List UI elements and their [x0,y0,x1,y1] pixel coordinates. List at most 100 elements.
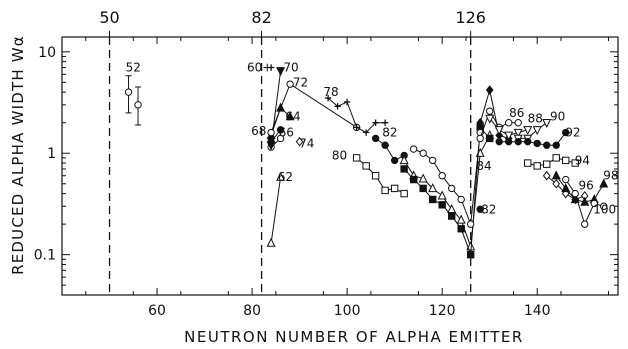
data-point-marker [428,183,438,193]
y-tick-label: 1 [47,146,56,162]
data-point-marker [494,126,504,136]
data-point-marker [514,119,522,127]
data-point-marker [561,188,570,199]
data-point-marker [543,160,551,168]
data-point-marker [372,119,379,126]
series-line [479,89,509,139]
series-line [270,177,282,244]
data-point-marker [267,64,275,71]
data-point-marker [381,141,389,149]
data-point-marker [514,137,522,146]
series-annotation: 70 [283,61,298,75]
data-point-marker [276,126,285,134]
series-group [352,154,408,198]
series-group [485,114,533,141]
series-annotation: 98 [603,169,618,183]
series-group [266,171,286,247]
data-point-marker [552,141,560,149]
data-point-marker [581,220,589,228]
magic-number-label: 126 [455,8,486,27]
data-point-marker [343,98,351,106]
data-point-marker [400,189,408,198]
data-point-marker [590,199,598,208]
series-annotation: 94 [575,153,590,167]
y-tick-label: 0.1 [34,248,56,264]
x-tick-label: 100 [334,303,361,319]
data-point-marker [428,156,437,165]
data-point-marker [466,250,475,259]
data-point-marker [513,128,523,138]
data-point-marker [324,94,332,102]
data-point-marker [266,237,276,247]
data-point-marker [562,156,570,165]
x-tick-label: 140 [524,303,551,319]
series-group [562,175,608,228]
data-point-marker [599,178,609,188]
x-axis-label: NEUTRON NUMBER OF ALPHA EMITTER [184,328,524,346]
data-point-marker [561,183,571,193]
data-point-marker [353,124,360,131]
series-annotation: 90 [550,110,565,124]
data-point-marker [485,107,494,115]
series-line [403,135,491,247]
data-point-marker [485,114,495,124]
data-point-marker [571,159,579,167]
x-tick-label: 80 [243,303,261,319]
series-group [267,64,275,71]
data-point-marker [485,134,494,143]
data-point-marker [362,162,370,170]
series-group [324,94,389,136]
data-point-marker [466,220,475,228]
data-point-marker [580,196,590,206]
series-annotation: 84 [476,159,491,173]
magic-number-label: 50 [99,8,119,27]
data-point-marker [476,134,484,143]
data-point-marker [371,172,380,180]
data-point-marker [390,156,399,165]
series-group [495,128,570,149]
data-point-marker [276,171,286,181]
data-point-marker [552,154,560,162]
data-point-marker [543,141,551,149]
data-point-marker [571,189,579,198]
data-point-marker [457,225,465,233]
series-annotation: 66 [279,126,294,140]
data-point-marker [276,67,286,77]
series-line [555,175,605,203]
data-point-marker [524,159,532,167]
data-point-marker [266,141,276,151]
data-point-marker [505,137,513,146]
data-point-marker [495,137,503,146]
series-annotation: 86 [509,106,524,120]
series-line [518,122,548,139]
series-annotation: 82 [382,126,397,140]
data-point-marker [419,184,427,193]
data-point-marker [447,184,456,193]
series-annotation: 64 [285,110,300,124]
series-annotation: 52 [126,61,141,75]
series-annotation: 80 [332,148,347,162]
data-point-marker [533,139,541,148]
data-point-marker [476,117,485,128]
data-point-marker [552,178,561,189]
plot-frame [61,36,619,296]
data-point-marker [334,103,341,110]
data-point-marker [505,119,513,127]
data-point-marker [524,137,532,146]
data-point-marker [447,212,456,220]
data-point-marker [399,155,409,165]
data-point-marker [409,175,418,184]
data-point-marker [295,136,304,147]
data-point-marker [276,134,285,143]
series-group [295,136,304,147]
data-point-marker [533,162,541,170]
series-group [409,128,484,228]
data-point-marker [134,101,142,109]
data-point-marker [562,128,570,137]
data-point-marker [523,126,533,136]
series-annotation: 92 [565,126,580,140]
series-annotation: 60+ [247,61,272,75]
series-group [476,205,484,213]
series-annotation: 88 [528,112,543,126]
